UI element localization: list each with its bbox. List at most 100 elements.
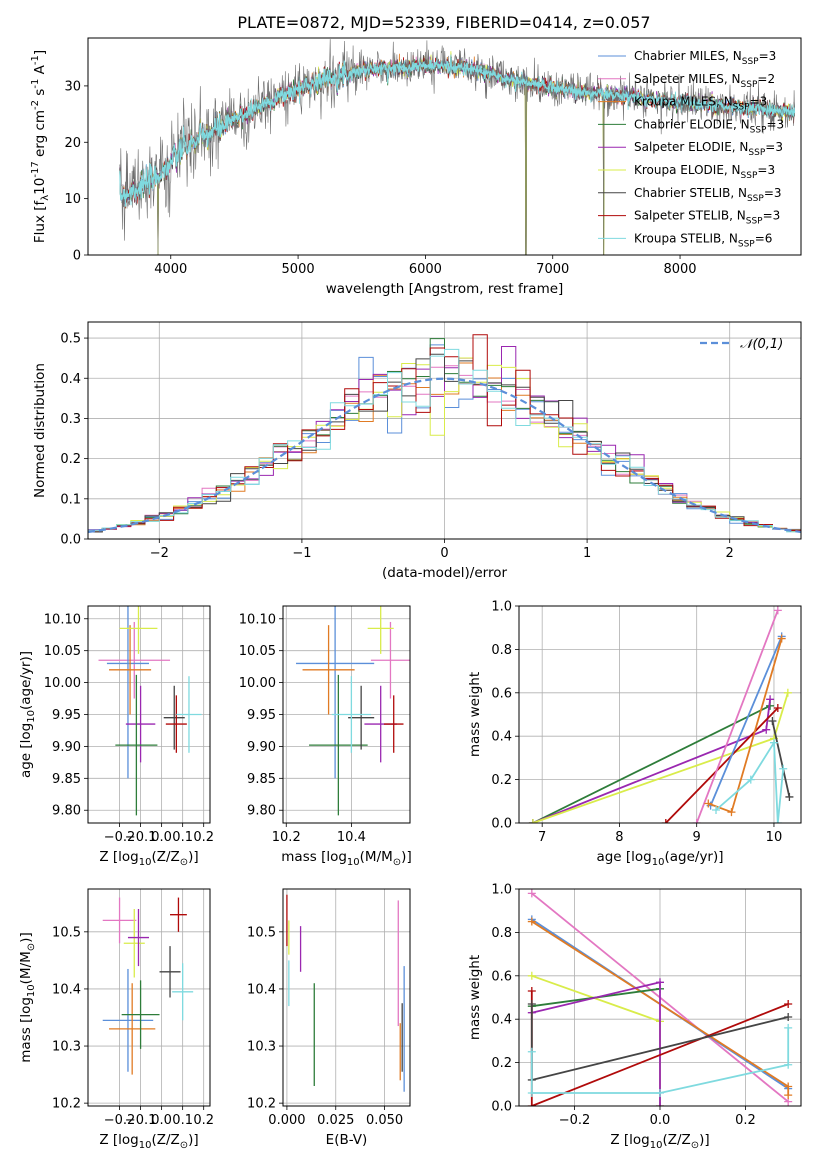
y-axis-label: Normed distribution	[32, 363, 48, 498]
x-axis-label: Z [log10(Z/Z⊙)]	[610, 1132, 709, 1151]
legend-label: Chabrier ELODIE, NSSP=3	[634, 117, 784, 135]
mass-weight-marker	[785, 792, 794, 801]
axes-mass_vs_Z: −0.2−0.10.0 0.1 0.2 10.2 10.3 10.4 10.5 Z [log1…	[18, 888, 214, 1151]
x-tick-label: 7	[538, 830, 546, 845]
y-tick-label: 0.1	[60, 492, 81, 507]
residual-histogram	[88, 357, 801, 533]
y-axis-label: age [log10(age/yr)]	[18, 651, 37, 778]
y-tick-label: 20	[64, 136, 81, 151]
axes-weight_vs_Z: −0.2 0.0 0.2 0.0 0.2 0.4 0.6 0.8 1.0 Z [log10(Z/Z…	[467, 883, 802, 1151]
legend-label: Chabrier MILES, NSSP=3	[634, 49, 776, 67]
mass-weight-marker	[784, 1091, 793, 1100]
mass-weight-line	[695, 609, 779, 823]
x-axis-label: mass [log10(M/M⊙)]	[281, 849, 411, 868]
x-tick-label: 8	[615, 830, 623, 845]
mass-weight-marker	[762, 725, 771, 734]
axes-frame	[87, 605, 211, 824]
plot-area-residuals	[88, 334, 801, 534]
y-tick-label: 10.5	[247, 925, 276, 940]
x-tick-label: 6000	[409, 262, 442, 277]
y-tick-label: 0.3	[60, 412, 81, 427]
x-axis-label: age [log10(age/yr)]	[596, 849, 723, 868]
y-tick-label: 10	[64, 192, 81, 207]
mass-weight-line	[771, 720, 791, 798]
y-tick-label: 0.5	[60, 332, 81, 347]
y-tick-label: 0.4	[491, 1013, 512, 1028]
x-axis-label: E(B-V)	[326, 1132, 368, 1148]
y-tick-label: 10.3	[52, 1040, 81, 1055]
mass-weight-marker	[527, 1102, 536, 1106]
x-tick-label: 0.050	[366, 1113, 403, 1128]
x-tick-label: 0	[440, 546, 448, 561]
y-tick-label: 10.4	[52, 982, 81, 997]
mass-weight-marker	[784, 1000, 793, 1009]
x-tick-label: 0.0	[151, 830, 172, 845]
y-axis-label: mass weight	[467, 955, 483, 1040]
y-tick-label: 0.2	[60, 452, 81, 467]
mass-weight-marker	[777, 634, 786, 643]
y-tick-label: 10.5	[52, 925, 81, 940]
legend-label: Kroupa ELODIE, NSSP=3	[634, 163, 775, 181]
y-tick-label: 0.2	[491, 773, 512, 788]
legend-label: Salpeter MILES, NSSP=2	[634, 72, 775, 90]
mass-weight-marker	[784, 1060, 793, 1069]
legend-label: Salpeter STELIB, NSSP=3	[634, 209, 780, 227]
mass-weight-marker	[784, 1013, 793, 1022]
y-tick-label: 9.80	[247, 804, 276, 819]
mass-weight-marker	[527, 1000, 536, 1009]
axes-frame	[518, 605, 802, 824]
y-tick-label: 0.8	[491, 643, 512, 658]
x-tick-label: 8000	[663, 262, 696, 277]
x-tick-label: 0.2	[735, 1113, 756, 1128]
x-tick-label: 5000	[282, 262, 315, 277]
x-tick-label: 9	[693, 830, 701, 845]
mass-weight-marker	[784, 1023, 793, 1032]
x-axis-label: wavelength [Angstrom, rest frame]	[326, 281, 564, 297]
mass-weight-marker	[768, 717, 777, 726]
mass-weight-marker	[656, 1088, 664, 1097]
mass-weight-marker	[773, 819, 782, 823]
y-tick-label: 0.0	[60, 533, 81, 548]
mass-weight-marker	[773, 703, 782, 712]
mass-weight-marker	[692, 819, 701, 823]
mass-weight-marker	[656, 978, 664, 987]
mass-weight-line	[532, 704, 771, 823]
y-axis-label: Flux [fλ10-17 erg cm-2 s-1 A-1]	[30, 50, 51, 243]
normal-reference-curve	[88, 377, 801, 534]
legend-label: Kroupa STELIB, NSSP=6	[634, 231, 772, 249]
y-tick-label: 9.85	[52, 772, 81, 787]
residual-histogram	[88, 346, 801, 532]
y-tick-label: 10.05	[44, 644, 81, 659]
plot-area-spectrum	[119, 39, 796, 255]
mass-weight-marker	[727, 808, 736, 817]
spectrum-legend: Chabrier MILES, NSSP=3 Salpeter MILES, NS…	[598, 49, 784, 249]
x-axis-label: Z [log10(Z/Z⊙)]	[99, 849, 198, 868]
y-tick-label: 9.90	[52, 740, 81, 755]
mass-weight-marker	[661, 819, 670, 823]
x-tick-label: −0.2	[104, 1113, 136, 1128]
plot-area-mass_vs_ebv	[286, 894, 405, 1092]
mass-weight-line	[665, 707, 779, 823]
mass-weight-marker	[527, 889, 536, 898]
y-tick-label: 10.00	[44, 676, 81, 691]
x-tick-label: 0.2	[193, 1113, 214, 1128]
y-tick-label: 0.4	[491, 730, 512, 745]
y-tick-label: 10.05	[239, 644, 276, 659]
y-tick-label: 1.0	[491, 883, 512, 898]
mass-weight-marker	[712, 805, 721, 814]
mass-weight-marker	[527, 971, 536, 980]
y-axis-label: mass weight	[467, 672, 483, 757]
y-tick-label: 9.90	[247, 740, 276, 755]
y-tick-label: 0	[73, 249, 81, 264]
axes-weight_vs_age: 7 8 9 10 0.0 0.2 0.4 0.6 0.8 1.0 age [log10(age/yr…	[467, 600, 802, 868]
legend-label: Kroupa MILES, NSSP=3	[634, 95, 767, 113]
y-axis-label: mass [log10(M/M⊙)]	[18, 932, 37, 1062]
mass-weight-marker	[527, 986, 536, 995]
x-tick-label: 0.025	[317, 1113, 354, 1128]
mass-weight-marker	[656, 1102, 664, 1106]
y-tick-label: 10.2	[247, 1097, 276, 1112]
axes-frame	[518, 888, 802, 1107]
spectrum-best-model-line	[119, 57, 796, 207]
x-tick-label: 1	[583, 546, 591, 561]
